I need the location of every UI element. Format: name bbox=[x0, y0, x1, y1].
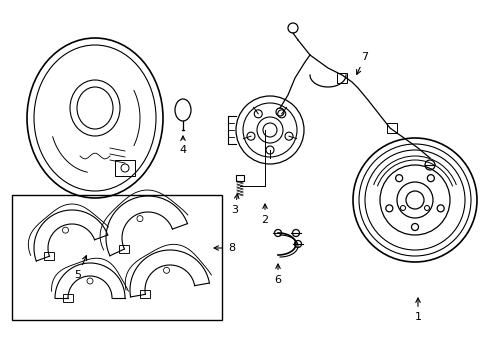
Bar bbox=[12, 195, 222, 320]
Text: 5: 5 bbox=[74, 256, 86, 280]
Text: 4: 4 bbox=[179, 136, 186, 155]
Bar bbox=[236, 175, 244, 181]
Bar bbox=[119, 245, 129, 253]
Text: 2: 2 bbox=[261, 204, 268, 225]
Text: 7: 7 bbox=[356, 52, 368, 75]
Text: 1: 1 bbox=[414, 298, 421, 322]
Bar bbox=[140, 291, 150, 298]
Bar bbox=[336, 73, 346, 83]
Text: 3: 3 bbox=[231, 194, 239, 215]
Bar bbox=[115, 160, 135, 176]
Bar bbox=[386, 123, 396, 133]
Bar bbox=[44, 252, 54, 260]
Text: 6: 6 bbox=[274, 264, 281, 285]
Bar bbox=[63, 294, 73, 302]
Text: 8: 8 bbox=[214, 243, 235, 253]
